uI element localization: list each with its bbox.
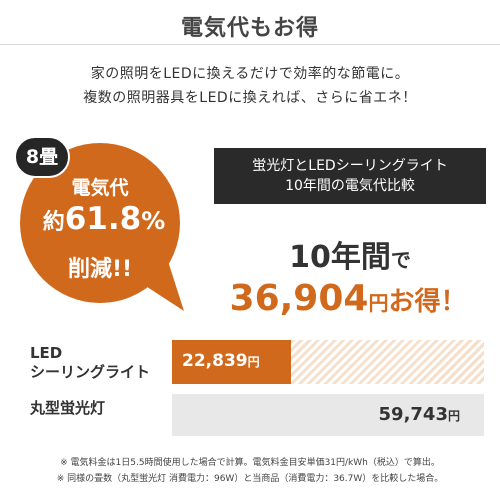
intro-line-2: 複数の照明器具をLEDに換えれば、さらに省エネ！ [83, 90, 417, 106]
approx-prefix: 約 [42, 210, 65, 235]
savings-bubble: 電気代 約61.8% 削減!! [20, 143, 196, 319]
room-size-badge: 8畳 [14, 136, 70, 178]
reduction-text: 削減!! [67, 257, 133, 282]
comparison-heading-box: 蛍光灯とLEDシーリングライト 10年間の電気代比較 [214, 148, 486, 204]
intro-line-1: 家の照明をLEDに換えるだけで効率的な節電に。 [90, 66, 410, 82]
comparison-line-1: 蛍光灯とLEDシーリングライト [252, 158, 448, 174]
led-cost-bar [172, 340, 291, 384]
ring-cost-yen: 円 [447, 409, 460, 423]
ring-cost-value: 59,743 [378, 404, 448, 425]
savings-value: 36,904 [229, 278, 369, 319]
period-text: 10年間で [214, 232, 486, 276]
page-title: 電気代もお得 [180, 16, 319, 41]
led-cost-label: 22,839円 [182, 351, 260, 371]
led-label-line-1: LED [30, 344, 63, 362]
speech-bubble-shape [20, 143, 184, 311]
ring-cost-bar [172, 394, 484, 436]
intro-text: 家の照明をLEDに換えるだけで効率的な節電に。 複数の照明器具をLEDに換えれば… [0, 62, 500, 110]
reduction-rate: 約61.8% [24, 201, 184, 237]
footnote-2: ※ 同様の畳数（丸型蛍光灯 消費電力：96W）と当商品（消費電力：36.7W）を… [56, 474, 444, 484]
period-particle: で [390, 248, 411, 272]
period-years: 10年間 [289, 240, 391, 275]
led-cost-yen: 円 [247, 355, 260, 369]
ring-cost-label: 59,743円 [379, 404, 460, 425]
bubble-heading: 電気代 [71, 177, 129, 199]
led-label-line-2: シーリングライト [30, 363, 151, 381]
reduction-percent-value: 61.8 [64, 201, 142, 237]
percent-sign: % [141, 207, 166, 235]
comparison-line-2: 10年間の電気代比較 [285, 178, 415, 194]
savings-yen: 円 [368, 291, 389, 315]
footnote-1: ※ 電気料金は1日5.5時間使用した場合で計算。電気料金目安単価31円/kWh（… [60, 458, 440, 468]
ring-row-label: 丸型蛍光灯 [30, 399, 106, 417]
led-cost-value: 22,839 [182, 351, 248, 371]
led-row-label: LED シーリングライト [30, 344, 150, 382]
savings-otoku: お得！ [388, 287, 467, 317]
title-divider [0, 44, 500, 45]
savings-amount: 36,904円お得！ [196, 278, 500, 319]
